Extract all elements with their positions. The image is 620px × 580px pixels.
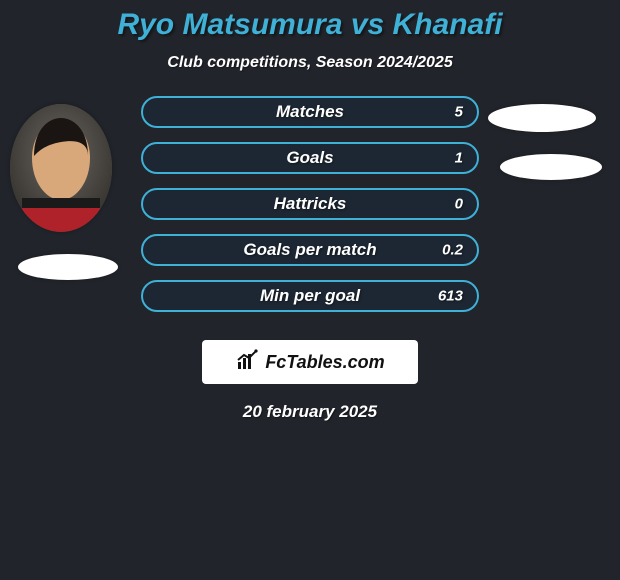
stat-label: Hattricks <box>274 194 347 214</box>
stat-bar-matches: Matches 5 <box>141 96 479 128</box>
page-title: Ryo Matsumura vs Khanafi <box>0 0 620 42</box>
stat-bar-hattricks: Hattricks 0 <box>141 188 479 220</box>
brand-text: FcTables.com <box>265 352 384 373</box>
stat-label: Goals per match <box>243 240 376 260</box>
stat-bars: Matches 5 Goals 1 Hattricks 0 Goals per … <box>141 96 479 312</box>
stat-label: Matches <box>276 102 344 122</box>
stat-label: Min per goal <box>260 286 360 306</box>
player-left-photo <box>10 104 112 232</box>
stat-label: Goals <box>286 148 333 168</box>
stat-value: 5 <box>455 104 463 121</box>
comparison-card: Ryo Matsumura vs Khanafi Club competitio… <box>0 0 620 580</box>
stat-bar-goals-per-match: Goals per match 0.2 <box>141 234 479 266</box>
player-left <box>10 104 112 232</box>
snapshot-date: 20 february 2025 <box>0 402 620 422</box>
stat-value: 0 <box>455 196 463 213</box>
page-subtitle: Club competitions, Season 2024/2025 <box>0 54 620 72</box>
player-right-photo-pill <box>488 104 596 132</box>
stat-value: 613 <box>438 288 463 305</box>
player-right-name-pill <box>500 154 602 180</box>
content-area: Matches 5 Goals 1 Hattricks 0 Goals per … <box>0 110 620 422</box>
player-left-name-pill <box>18 254 118 280</box>
stat-bar-goals: Goals 1 <box>141 142 479 174</box>
stat-value: 0.2 <box>442 242 463 259</box>
stat-bar-min-per-goal: Min per goal 613 <box>141 280 479 312</box>
stat-value: 1 <box>455 150 463 167</box>
chart-icon <box>235 348 259 377</box>
brand-badge[interactable]: FcTables.com <box>202 340 418 384</box>
